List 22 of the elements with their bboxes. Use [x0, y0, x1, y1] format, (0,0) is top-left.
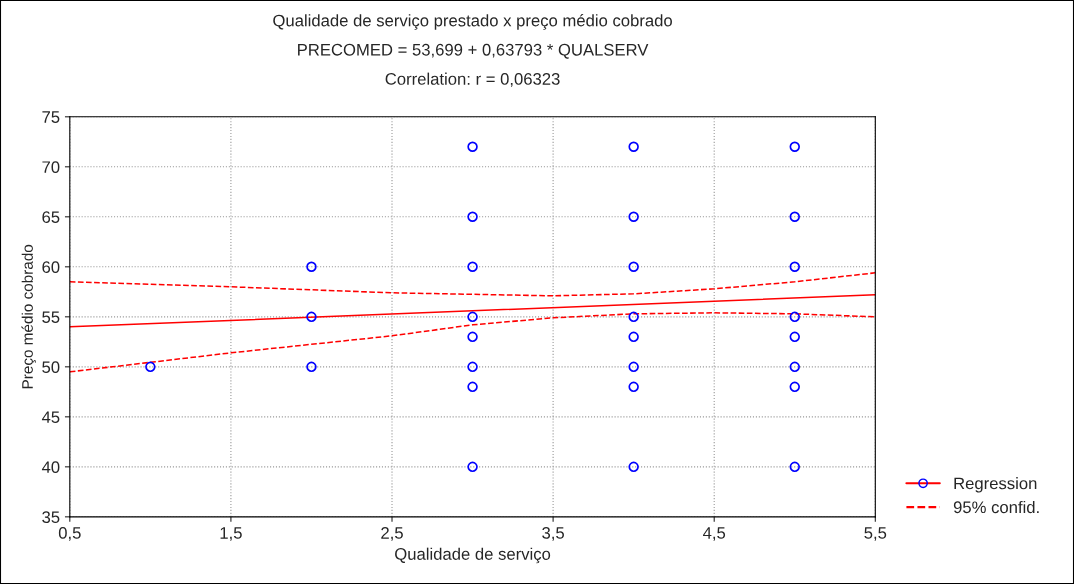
x-tick-label: 1,5: [220, 527, 242, 541]
legend-label: Regression: [954, 477, 1037, 493]
y-tick-label: 50: [42, 361, 60, 374]
y-tick-label: 35: [42, 511, 60, 524]
x-tick-label: 5,5: [864, 527, 887, 541]
y-tick-label: 55: [42, 311, 60, 324]
y-axis-title: Preço médio cobrado: [21, 244, 36, 389]
y-tick-label: 65: [42, 211, 60, 224]
x-tick-label: 0,5: [58, 527, 81, 541]
x-axis-title: Qualidade de serviço: [395, 547, 551, 564]
y-tick-label: 60: [42, 261, 60, 274]
chart-subtitle: PRECOMED = 53,699 + 0,63793 * QUALSERV: [298, 43, 649, 59]
text: Correlation: r = 0,06323: [385, 72, 560, 87]
chart-title: Qualidade de serviço prestado x preço médio cobrado: [273, 14, 672, 30]
x-tick-label: 3,5: [542, 527, 564, 541]
y-tick-label: 75: [42, 111, 60, 123]
x-tick-label: 4,5: [703, 527, 726, 541]
y-tick-label: 70: [42, 161, 60, 174]
legend-label: 95% confid.: [953, 500, 1039, 514]
x-tick-label: 2,5: [381, 527, 403, 541]
y-tick-label: 40: [41, 461, 60, 474]
y-tick-label: 45: [41, 411, 60, 424]
